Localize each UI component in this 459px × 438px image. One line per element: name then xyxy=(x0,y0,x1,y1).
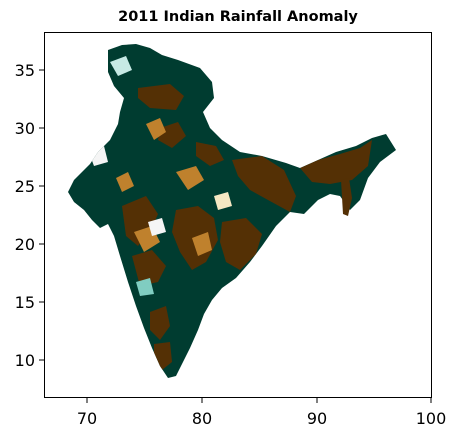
neutral-patches xyxy=(88,56,232,296)
y-axis: 10 15 20 25 30 35 xyxy=(15,61,45,370)
y-tick-label: 20 xyxy=(15,235,35,254)
mild-deficit-patches xyxy=(116,118,212,256)
y-tick-label: 25 xyxy=(15,177,35,196)
chart-title: 2011 Indian Rainfall Anomaly xyxy=(118,9,358,25)
map-plot-area xyxy=(68,44,396,378)
y-tick-label: 15 xyxy=(15,293,35,312)
y-tick-label: 10 xyxy=(15,351,35,370)
x-axis: 70 80 90 100 xyxy=(77,397,447,428)
andaman-islands xyxy=(341,178,352,216)
x-tick-label: 90 xyxy=(307,409,327,428)
x-tick-label: 70 xyxy=(77,409,97,428)
deficit-patches xyxy=(122,84,372,370)
plot-frame xyxy=(44,32,432,398)
x-tick-label: 80 xyxy=(192,409,212,428)
y-tick-label: 35 xyxy=(15,61,35,80)
andaman-region xyxy=(341,178,352,216)
x-tick-label: 100 xyxy=(416,409,447,428)
india-landmass xyxy=(68,44,396,378)
y-tick-label: 30 xyxy=(15,119,35,138)
